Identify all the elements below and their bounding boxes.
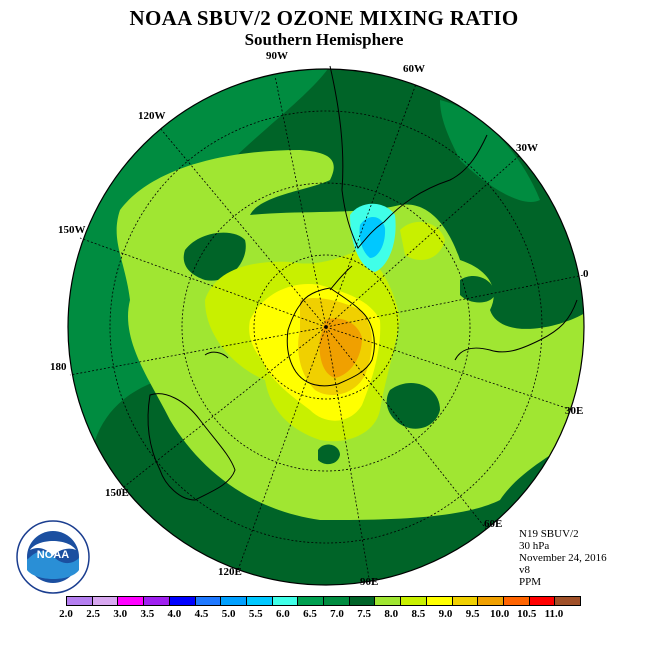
field-5.5-patch [359, 217, 386, 258]
colorbar-tick-label: 2.5 [86, 608, 100, 620]
colorbar-swatch [118, 597, 145, 605]
colorbar-swatch [349, 597, 376, 605]
lon-label-150e: 150E [105, 487, 129, 499]
ozone-field [68, 69, 584, 585]
colorbar-swatch [478, 597, 504, 605]
version-label: v8 [519, 564, 530, 576]
antarctic-peninsula [329, 265, 353, 291]
noaa-logo: NOAA [16, 520, 90, 594]
field-6.5-band [68, 69, 330, 520]
colorbar-tick-label: 10.5 [517, 608, 537, 620]
colorbar-swatch [221, 597, 247, 605]
colorbar-tick-label: 3.5 [140, 608, 155, 620]
lon-label-150w: 150W [58, 224, 86, 236]
colorbar-swatch [529, 597, 556, 605]
plot-info: N19 SBUV/2 30 hPa November 24, 2016 v8 P… [519, 528, 607, 588]
lon-label-60e: 60E [484, 518, 503, 530]
colorbar-tick-label: 7.5 [357, 608, 372, 620]
colorbar-tick-label: 8.5 [411, 608, 426, 620]
lon-label-90e: 90E [360, 576, 379, 588]
australia-coast [147, 393, 236, 501]
lon-label-60w: 60W [403, 63, 425, 75]
meridian-90e [325, 326, 371, 585]
field-9.5-band [319, 318, 362, 378]
colorbar-tick-label: 4.5 [194, 608, 209, 620]
lon-label-0: 0 [583, 268, 589, 280]
colorbar-tick-label: 5.0 [221, 608, 236, 620]
meridian-120e [237, 326, 327, 571]
meridian-120w [159, 127, 327, 328]
colorbar-tick-label: 3.0 [113, 608, 128, 620]
colorbar [66, 596, 581, 606]
colorbar-swatch [92, 597, 119, 605]
colorbar-ticks: 2.0 2.5 3.0 3.5 4.0 4.5 5.0 5.5 6.0 6.5 7.0 7.5 8.0 8… [0, 608, 648, 622]
meridian-90w [274, 75, 327, 328]
graticule [69, 75, 585, 585]
colorbar-tick-label: 11.0 [544, 608, 564, 620]
pressure-level: 30 hPa [519, 540, 550, 552]
colorbar-swatch [452, 597, 479, 605]
lon-label-90w: 90W [266, 50, 288, 62]
meridian-180 [69, 326, 327, 376]
map-title: NOAA SBUV/2 OZONE MIXING RATIO [129, 6, 519, 30]
colorbar-swatch [324, 597, 350, 605]
colorbar-swatch [246, 597, 273, 605]
logo-text: NOAA [37, 549, 69, 561]
coastlines [147, 65, 578, 501]
colorbar-tick-label: 6.0 [275, 608, 290, 620]
colorbar-tick-label: 5.5 [248, 608, 263, 620]
colorbar-swatch [144, 597, 170, 605]
satellite-label: N19 SBUV/2 [519, 528, 579, 540]
colorbar-swatch [375, 597, 402, 605]
colorbar-tick-label: 9.0 [438, 608, 453, 620]
latitude-circle [253, 254, 399, 400]
meridian-60w [325, 83, 417, 328]
colorbar-tick-label: 7.0 [330, 608, 344, 620]
units-label: PPM [519, 576, 542, 588]
field-7.0-island-south [318, 444, 340, 465]
map-subtitle: Southern Hemisphere [244, 30, 404, 49]
lon-label-120e: 120E [218, 566, 242, 578]
meridian-30w [325, 154, 521, 328]
colorbar-tick-label: 6.5 [303, 608, 317, 620]
meridian-60e [325, 326, 488, 531]
colorbar-tick-label: 9.5 [465, 608, 480, 620]
colorbar-swatch [195, 597, 222, 605]
new-zealand-coast [204, 351, 229, 359]
colorbar-swatch [272, 597, 299, 605]
date-label: November 24, 2016 [519, 552, 607, 564]
field-7.0-island-east [386, 382, 440, 429]
colorbar-swatch [298, 597, 325, 605]
colorbar-swatch [169, 597, 196, 605]
colorbar-swatch [401, 597, 427, 605]
field-6.5-patch [440, 100, 540, 202]
lon-label-180: 180 [50, 361, 67, 373]
field-7.0-island-west [183, 232, 246, 281]
colorbar-swatch [555, 597, 581, 605]
colorbar-swatch [503, 597, 530, 605]
south-america-coast [329, 65, 488, 249]
lon-label-120w: 120W [138, 110, 166, 122]
africa-coast [454, 299, 578, 361]
colorbar-swatch [426, 597, 453, 605]
colorbar-tick-label: 4.0 [167, 608, 182, 620]
latitude-circle [109, 110, 543, 544]
latitude-circle [181, 182, 471, 472]
field-7.0-island-ne [460, 275, 495, 303]
colorbar-swatch [67, 597, 93, 605]
colorbar-tick-label: 2.0 [59, 608, 73, 620]
lon-label-30e: 30E [565, 405, 584, 417]
antarctica-coast [286, 287, 375, 387]
lon-label-30w: 30W [516, 142, 538, 154]
map-boundary [67, 68, 585, 586]
meridian-30e [325, 326, 573, 411]
colorbar-tick-label: 8.0 [384, 608, 399, 620]
colorbar-tick-label: 10.0 [490, 608, 510, 620]
